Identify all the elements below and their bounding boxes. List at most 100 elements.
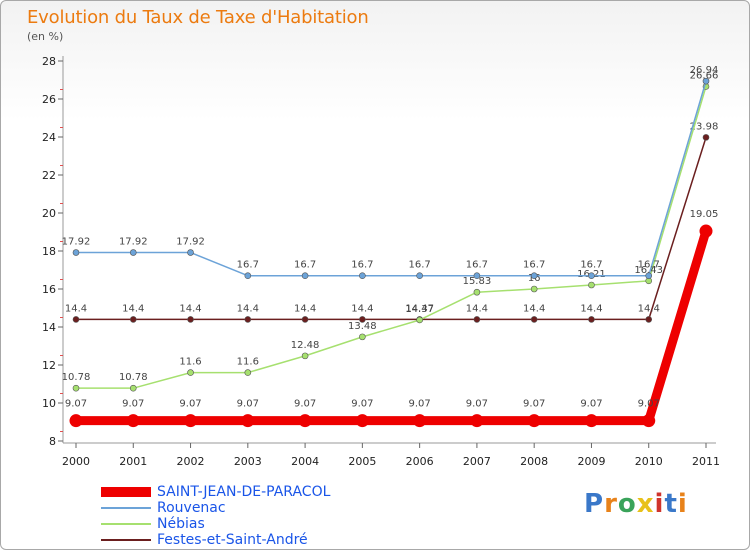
data-label: 14.4 [237, 303, 259, 314]
data-label: 10.78 [62, 372, 91, 383]
data-point [470, 414, 483, 427]
data-point [130, 250, 136, 256]
series-n-bias: 10.78 10.7811.6 11.612.4813.4814.3715.8316… [62, 70, 719, 391]
logo-letter: i [678, 489, 688, 519]
data-point [703, 78, 709, 84]
data-label: 11.6 [179, 357, 201, 368]
data-point [73, 250, 79, 256]
logo-letter: x [637, 489, 655, 519]
data-point [184, 414, 197, 427]
series-line [76, 231, 706, 421]
x-tick-label: 2007 [463, 455, 491, 468]
logo-letter: i [655, 489, 665, 519]
data-point [188, 250, 194, 256]
data-point [130, 385, 136, 391]
data-label: 14.4 [179, 303, 201, 314]
data-point [245, 370, 251, 376]
data-point [646, 316, 652, 322]
data-label: 9.07 [122, 399, 144, 410]
logo-letter: P [584, 489, 604, 519]
data-label: 9.07 [237, 399, 259, 410]
data-label: 14.4 [580, 303, 602, 314]
data-point [413, 414, 426, 427]
x-tick-label: 2011 [692, 455, 720, 468]
data-label: 9.07 [179, 399, 201, 410]
x-tick-label: 2006 [406, 455, 434, 468]
legend-swatch [101, 507, 151, 509]
data-point [700, 225, 713, 238]
y-tick-label: 14 [42, 321, 56, 334]
y-tick-label: 24 [42, 131, 56, 144]
series-line [76, 86, 706, 388]
data-label: 17.92 [119, 237, 148, 248]
x-tick-label: 2005 [348, 455, 376, 468]
legend-label: Nébias [157, 516, 205, 532]
data-point [245, 273, 251, 279]
data-point [302, 316, 308, 322]
legend-item: Festes-et-Saint-André [101, 532, 330, 548]
data-label: 9.07 [65, 399, 87, 410]
line-chart: 8101214161820222426282000 2001 2002 2003 200… [1, 1, 749, 549]
data-point [70, 414, 83, 427]
data-label: 16.7 [409, 260, 431, 271]
data-label: 19.05 [690, 209, 719, 220]
x-tick-label: 2002 [177, 455, 205, 468]
data-point [528, 414, 541, 427]
data-label: 16.7 [580, 260, 602, 271]
data-point [359, 334, 365, 340]
x-tick-label: 2004 [291, 455, 319, 468]
data-label: 14.4 [122, 303, 144, 314]
data-point [299, 414, 312, 427]
data-point [241, 414, 254, 427]
data-point [302, 353, 308, 359]
data-point [302, 273, 308, 279]
data-point [73, 385, 79, 391]
data-label: 16.7 [351, 260, 373, 271]
legend-label: SAINT-JEAN-DE-PARACOL [157, 484, 330, 500]
data-label: 17.92 [176, 237, 205, 248]
data-label: 9.07 [523, 399, 545, 410]
data-label: 16.7 [638, 260, 660, 271]
data-point [474, 289, 480, 295]
x-tick-label: 2008 [520, 455, 548, 468]
x-tick-label: 2009 [577, 455, 605, 468]
data-point [188, 316, 194, 322]
series-saint-jean-de-paracol: 9.07 9.07 9.07 9.07 9.07 9.07 9.07 9.07 9.07 9.07… [65, 209, 718, 427]
data-point [642, 414, 655, 427]
data-point [356, 414, 369, 427]
data-label: 14.4 [523, 303, 545, 314]
series-festes-et-saint-andr-: 14.4 14.4 14.4 14.4 14.4 14.4 14.47 14.4 14.4 14.… [65, 121, 718, 322]
legend-label: Rouvenac [157, 500, 226, 516]
logo-letter: o [618, 489, 637, 519]
x-tick-label: 2003 [234, 455, 262, 468]
data-point [417, 317, 423, 323]
data-point [245, 316, 251, 322]
data-point [474, 273, 480, 279]
y-tick-label: 22 [42, 169, 56, 182]
data-label: 14.4 [466, 303, 488, 314]
data-label: 16.7 [237, 260, 259, 271]
data-label: 26.94 [690, 65, 719, 76]
x-tick-label: 2001 [119, 455, 147, 468]
data-label: 16.7 [294, 260, 316, 271]
data-point [417, 273, 423, 279]
data-label: 14.4 [294, 303, 316, 314]
logo-letter: r [604, 489, 618, 519]
data-point [588, 273, 594, 279]
x-tick-label: 2010 [635, 455, 663, 468]
legend: SAINT-JEAN-DE-PARACOL Rouvenac Nébias Feste… [101, 484, 330, 548]
legend-item: Nébias [101, 516, 330, 532]
data-label: 9.07 [409, 399, 431, 410]
data-point [188, 370, 194, 376]
data-point [531, 316, 537, 322]
y-tick-label: 16 [42, 283, 56, 296]
data-label: 14.4 [351, 303, 373, 314]
series-rouvenac: 17.92 17.92 17.92 16.7 16.7 16.7 16.7 16.7 16.7 1… [62, 65, 719, 279]
data-label: 16.7 [466, 260, 488, 271]
data-point [474, 316, 480, 322]
data-point [127, 414, 140, 427]
y-tick-label: 18 [42, 245, 56, 258]
chart-frame: Evolution du Taux de Taxe d'Habitation (… [0, 0, 750, 550]
data-label: 17.92 [62, 237, 91, 248]
data-label: 12.48 [291, 340, 320, 351]
